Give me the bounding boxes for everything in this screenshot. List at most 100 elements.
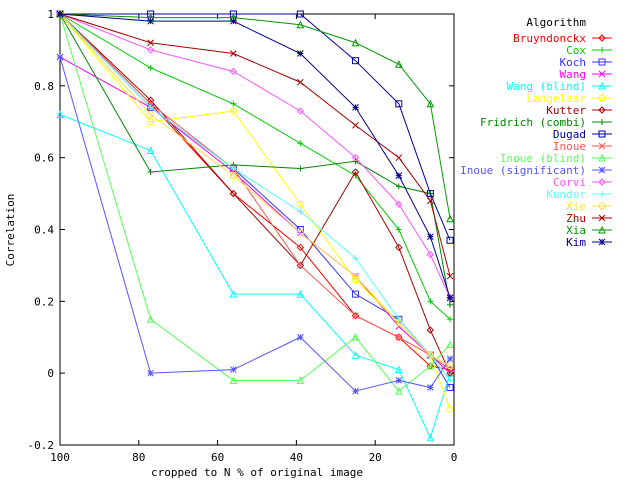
data-point xyxy=(147,39,154,47)
data-point xyxy=(146,315,155,323)
series-lines xyxy=(56,9,454,442)
data-point xyxy=(351,153,360,162)
data-point xyxy=(599,47,605,53)
data-point xyxy=(598,225,606,234)
data-point xyxy=(598,130,606,138)
legend-entry-label: Inoue xyxy=(553,140,586,153)
series-corvi xyxy=(56,10,454,302)
data-point xyxy=(296,10,304,18)
data-point xyxy=(599,191,605,197)
data-point xyxy=(296,229,304,237)
data-point xyxy=(447,377,454,384)
data-point xyxy=(447,316,454,323)
data-point xyxy=(395,100,403,108)
series-line xyxy=(59,13,451,367)
legend-entry-label: Kutter xyxy=(546,104,586,117)
data-point xyxy=(427,384,434,391)
legend-entry-label: Dugad xyxy=(553,128,586,141)
data-point xyxy=(446,214,454,223)
data-point xyxy=(446,405,454,413)
data-point xyxy=(229,67,238,76)
data-point xyxy=(446,384,454,392)
data-point xyxy=(426,326,435,334)
data-point xyxy=(598,202,606,210)
data-point xyxy=(56,110,64,119)
series-line xyxy=(59,114,451,440)
legend-entry-label: Cox xyxy=(566,44,586,57)
data-point xyxy=(395,376,403,384)
legend-entry-label: Kundur xyxy=(546,188,586,201)
data-point xyxy=(229,107,237,115)
legend-entry-label: Inoue (blind) xyxy=(500,152,586,165)
data-point xyxy=(296,200,304,208)
series-xie xyxy=(56,10,454,370)
data-point xyxy=(296,290,305,298)
y-tick-label: 1 xyxy=(47,8,54,21)
data-point xyxy=(598,238,606,246)
data-point xyxy=(598,34,606,42)
data-point xyxy=(296,20,305,29)
data-point xyxy=(446,362,454,370)
data-point xyxy=(352,312,359,320)
data-point xyxy=(598,106,606,114)
series-line xyxy=(59,13,451,392)
data-point xyxy=(446,294,454,302)
series-wang-blind xyxy=(56,110,454,442)
data-point xyxy=(296,376,305,384)
series-line xyxy=(59,13,451,374)
data-point xyxy=(395,154,403,162)
data-point xyxy=(446,340,454,348)
data-point xyxy=(395,319,403,327)
series-zhu xyxy=(56,10,454,280)
data-point xyxy=(395,183,402,190)
data-point xyxy=(598,178,606,186)
legend-entry-label: Kim xyxy=(566,236,586,249)
data-point xyxy=(395,60,403,68)
data-point xyxy=(395,172,403,179)
legend-entry-label: Fridrich (combi) xyxy=(480,116,586,129)
x-tick-label: 0 xyxy=(451,451,458,464)
series-kundur xyxy=(57,11,454,384)
series-dugad xyxy=(56,10,454,244)
data-point xyxy=(598,142,606,150)
data-point xyxy=(395,316,402,323)
y-tick-label: 0 xyxy=(47,367,54,380)
legend-entry-label: Zhu xyxy=(566,212,586,225)
data-point xyxy=(146,146,155,154)
y-axis-label: Correlation xyxy=(4,194,17,267)
data-point xyxy=(598,70,606,78)
data-point xyxy=(147,169,154,176)
data-point xyxy=(351,333,360,341)
series-kim xyxy=(56,10,454,302)
data-point xyxy=(230,17,237,25)
data-point xyxy=(395,243,403,252)
data-point xyxy=(351,311,360,320)
data-point xyxy=(147,17,154,25)
data-point xyxy=(352,255,359,262)
data-point xyxy=(147,118,155,126)
data-point xyxy=(297,208,304,215)
data-point xyxy=(229,290,238,298)
data-point xyxy=(395,200,403,209)
series-line xyxy=(59,13,451,320)
data-point xyxy=(395,226,402,233)
y-tick-label: 0.8 xyxy=(34,80,54,93)
data-point xyxy=(351,351,360,359)
data-point xyxy=(395,387,403,395)
data-point xyxy=(598,214,606,222)
data-point xyxy=(229,10,237,18)
data-point xyxy=(229,172,237,180)
data-point xyxy=(296,262,304,269)
data-point xyxy=(56,53,64,61)
series-line xyxy=(60,13,451,241)
data-point xyxy=(395,365,403,374)
series-line xyxy=(59,13,451,370)
series-line xyxy=(59,13,451,298)
data-point xyxy=(351,38,360,47)
series-fridrich-combi xyxy=(57,11,454,308)
data-point xyxy=(147,64,154,71)
y-tick-label: 0.6 xyxy=(34,152,54,165)
data-point xyxy=(229,189,238,198)
data-point xyxy=(147,111,155,119)
